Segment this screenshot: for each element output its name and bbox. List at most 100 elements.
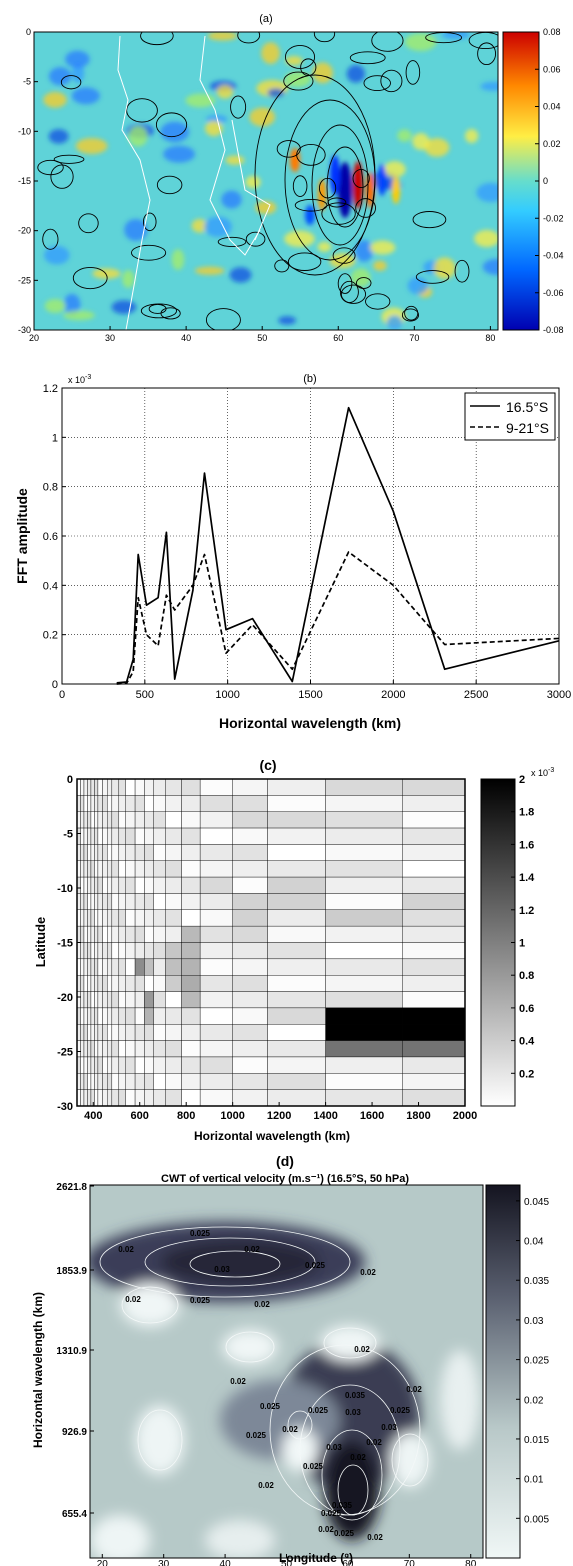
c-cell bbox=[181, 1073, 201, 1090]
c-cell bbox=[144, 893, 154, 911]
c-cell bbox=[125, 876, 136, 894]
c-cell bbox=[134, 860, 145, 878]
c-cell bbox=[118, 860, 126, 878]
c-cell bbox=[118, 876, 126, 894]
c-cell bbox=[153, 991, 166, 1009]
c-cell bbox=[267, 844, 326, 861]
c-cell bbox=[80, 876, 85, 894]
c-cell bbox=[102, 925, 108, 943]
c-cell bbox=[125, 991, 136, 1009]
c-cell bbox=[165, 975, 182, 992]
c-cell bbox=[80, 1056, 85, 1074]
c-cell bbox=[87, 827, 92, 845]
c-cell bbox=[153, 942, 166, 960]
panel-b-exponent: x 10-3 bbox=[68, 374, 91, 385]
c-cell bbox=[325, 811, 403, 829]
c-cell bbox=[267, 975, 326, 992]
c-cell bbox=[97, 876, 103, 894]
c-cell bbox=[125, 1040, 136, 1058]
c-cell bbox=[87, 795, 92, 812]
c-cell bbox=[107, 811, 113, 829]
c-cell bbox=[402, 860, 466, 878]
d-contour-label: 0.03 bbox=[326, 1443, 342, 1452]
c-cell bbox=[118, 1089, 126, 1107]
a-field-blob bbox=[65, 50, 90, 68]
a-xtick-label: 80 bbox=[485, 333, 495, 343]
c-cell bbox=[94, 925, 99, 943]
c-cell bbox=[165, 844, 182, 861]
c-cell bbox=[90, 827, 95, 845]
d-contour-label: 0.025 bbox=[390, 1406, 411, 1415]
c-cell bbox=[94, 975, 99, 992]
c-cell bbox=[83, 909, 88, 927]
a-cb-tick-label: -0.02 bbox=[543, 213, 564, 223]
c-cell bbox=[125, 893, 136, 911]
c-cell bbox=[80, 1040, 85, 1058]
c-cell bbox=[325, 958, 403, 976]
c-cell bbox=[90, 909, 95, 927]
c-cell bbox=[97, 942, 103, 960]
d-contour-label: 0.02 bbox=[406, 1385, 422, 1394]
c-cell bbox=[87, 909, 92, 927]
panel-c: (c) 400 600 800 1000 1200 1400 1600 1800 2000 0 -… bbox=[33, 757, 554, 1143]
c-cell bbox=[125, 958, 136, 976]
b-xtick-label: 1500 bbox=[298, 689, 322, 701]
c-cell bbox=[325, 1040, 403, 1058]
c-cell bbox=[134, 811, 145, 829]
d-contour-label: 0.02 bbox=[258, 1481, 274, 1490]
c-cell bbox=[80, 1073, 85, 1090]
panel-d: (d) CWT of vertical velocity (m.s⁻¹) (16… bbox=[31, 1153, 549, 1566]
d-contour-label: 0.03 bbox=[214, 1265, 230, 1274]
a-field-blob bbox=[373, 260, 387, 271]
c-cell bbox=[181, 958, 201, 976]
a-xtick-label: 60 bbox=[333, 333, 343, 343]
c-cell bbox=[111, 958, 120, 976]
a-field-blob bbox=[225, 155, 245, 165]
c-cell bbox=[325, 844, 403, 861]
c-cell bbox=[232, 1040, 268, 1058]
d-contour bbox=[121, 1286, 179, 1324]
a-contour bbox=[72, 266, 108, 290]
d-contour-label: 0.03 bbox=[381, 1423, 397, 1432]
c-cell bbox=[199, 827, 233, 845]
c-cell bbox=[144, 1007, 154, 1025]
d-intensity-blob bbox=[120, 1283, 180, 1327]
d-contour-label: 0.025 bbox=[190, 1229, 211, 1238]
c-cell bbox=[134, 991, 145, 1009]
c-xtick-label: 1200 bbox=[267, 1110, 291, 1122]
c-cell bbox=[118, 811, 126, 829]
a-field-blob bbox=[261, 42, 280, 65]
a-field-blob bbox=[185, 93, 216, 108]
c-cell bbox=[111, 1007, 120, 1025]
a-contour bbox=[365, 293, 391, 310]
c-cell bbox=[80, 811, 85, 829]
c-cell bbox=[232, 1056, 268, 1074]
c-cell bbox=[83, 1007, 88, 1025]
c-cell bbox=[94, 991, 99, 1009]
a-contour bbox=[276, 140, 301, 158]
c-cell bbox=[87, 975, 92, 992]
d-contour-label: 0.025 bbox=[321, 1509, 342, 1518]
c-cell bbox=[90, 991, 95, 1009]
c-cell bbox=[94, 1040, 99, 1058]
c-cb-tick-label: 0.6 bbox=[519, 1003, 534, 1015]
c-cell bbox=[199, 1056, 233, 1074]
d-contour-label: 0.02 bbox=[360, 1268, 376, 1277]
c-cell bbox=[181, 860, 201, 878]
c-cell bbox=[102, 811, 108, 829]
c-cell bbox=[153, 827, 166, 845]
a-contour bbox=[415, 270, 450, 284]
a-field-blob bbox=[245, 175, 261, 189]
c-cell bbox=[118, 1073, 126, 1090]
c-cell bbox=[107, 827, 113, 845]
c-cell bbox=[87, 1089, 92, 1107]
c-cell bbox=[144, 909, 154, 927]
c-cell bbox=[102, 991, 108, 1009]
d-contour bbox=[337, 1464, 369, 1516]
c-cell bbox=[402, 925, 466, 943]
c-cell bbox=[94, 860, 99, 878]
c-cell bbox=[80, 958, 85, 976]
c-cell bbox=[267, 1007, 326, 1025]
c-cell bbox=[94, 942, 99, 960]
a-contour bbox=[371, 32, 404, 52]
